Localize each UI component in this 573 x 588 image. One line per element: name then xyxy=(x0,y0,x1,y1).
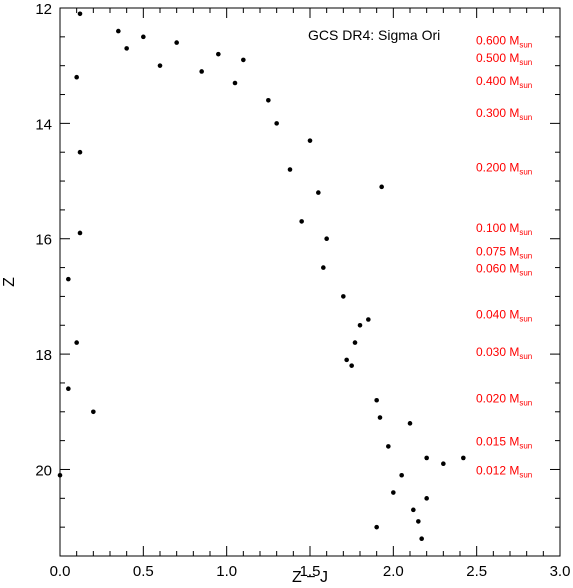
data-point xyxy=(77,149,83,155)
data-point xyxy=(357,322,363,328)
mass-label: 0.015 Msun xyxy=(476,435,532,451)
y-tick-label: 12 xyxy=(35,1,52,18)
data-point xyxy=(341,294,346,299)
data-point xyxy=(349,363,354,368)
mass-label: 0.500 Msun xyxy=(476,51,532,67)
data-point xyxy=(77,230,83,236)
data-point xyxy=(91,409,96,415)
data-point xyxy=(416,519,421,524)
data-point xyxy=(241,57,246,63)
data-point xyxy=(352,340,358,345)
data-point xyxy=(299,219,304,224)
data-point xyxy=(411,507,416,513)
mass-label-subscript: sun xyxy=(519,251,532,260)
mass-label: 0.400 Msun xyxy=(476,74,532,90)
data-point xyxy=(441,461,446,467)
x-tick-label: 1.5 xyxy=(300,563,321,580)
data-point xyxy=(424,455,429,461)
data-point xyxy=(344,357,349,363)
mass-label-subscript: sun xyxy=(519,442,532,451)
data-point xyxy=(266,97,271,103)
data-point xyxy=(374,397,379,403)
y-tick-label: 18 xyxy=(35,347,52,364)
mass-label-subscript: sun xyxy=(519,315,532,324)
data-point xyxy=(174,40,179,45)
data-point xyxy=(419,536,424,541)
x-tick-label: 3.0 xyxy=(550,563,571,580)
mass-label: 0.300 Msun xyxy=(476,106,532,122)
data-point xyxy=(116,28,121,34)
mass-label: 0.600 Msun xyxy=(476,34,532,50)
x-axis-label: Z − J xyxy=(292,569,328,586)
mass-label-subscript: sun xyxy=(519,398,532,407)
mass-label-subscript: sun xyxy=(519,228,532,237)
data-point xyxy=(386,444,391,449)
data-point xyxy=(379,184,384,190)
mass-label-subscript: sun xyxy=(519,352,532,361)
data-point xyxy=(74,74,79,80)
mass-label-subscript: sun xyxy=(519,113,532,122)
data-point xyxy=(274,121,279,126)
data-point xyxy=(141,34,146,40)
y-tick-label: 16 xyxy=(35,232,52,249)
data-point xyxy=(77,11,83,17)
mass-label: 0.030 Msun xyxy=(476,345,532,361)
data-point xyxy=(374,524,379,530)
data-point xyxy=(407,421,413,426)
x-tick-label: 2.0 xyxy=(383,563,404,580)
mass-label: 0.075 Msun xyxy=(476,244,532,260)
data-point xyxy=(377,415,383,420)
data-points xyxy=(57,11,466,541)
mass-label: 0.040 Msun xyxy=(476,308,532,324)
mass-label: 0.012 Msun xyxy=(476,463,532,479)
data-point xyxy=(366,317,371,322)
y-axis-label: Z xyxy=(1,277,18,287)
mass-label: 0.200 Msun xyxy=(476,161,532,177)
mass-label-subscript: sun xyxy=(519,168,532,177)
mass-label-subscript: sun xyxy=(519,58,532,67)
x-tick-label: 1.0 xyxy=(216,563,237,580)
data-point xyxy=(232,80,238,86)
data-point xyxy=(424,496,429,501)
x-tick-label: 0.5 xyxy=(133,563,154,580)
data-point xyxy=(216,51,221,57)
x-tick-label: 0.0 xyxy=(50,563,71,580)
y-tick-label: 14 xyxy=(35,116,52,133)
data-point xyxy=(391,490,396,495)
data-point xyxy=(124,46,129,51)
data-point xyxy=(66,386,71,392)
mass-label-subscript: sun xyxy=(519,470,532,479)
data-point xyxy=(324,236,329,242)
y-axis: 12 14 16 18 20 xyxy=(35,1,560,557)
x-tick-label: 2.5 xyxy=(466,563,487,580)
mass-label-subscript: sun xyxy=(519,269,532,278)
mass-label-subscript: sun xyxy=(519,41,532,50)
data-point xyxy=(399,472,404,478)
mass-label-subscript: sun xyxy=(519,81,532,90)
chart-title: GCS DR4: Sigma Ori xyxy=(308,27,440,43)
y-tick-label: 20 xyxy=(35,462,52,479)
data-point xyxy=(74,340,79,345)
mass-label: 0.100 Msun xyxy=(476,221,532,237)
mass-label: 0.020 Msun xyxy=(476,391,532,407)
data-point xyxy=(461,455,466,461)
data-point xyxy=(316,190,321,195)
data-point xyxy=(307,138,313,143)
data-point xyxy=(66,276,71,282)
data-point xyxy=(199,69,204,74)
data-point xyxy=(287,167,293,172)
data-point xyxy=(157,63,163,68)
data-point xyxy=(321,265,326,270)
mass-label: 0.060 Msun xyxy=(476,262,532,278)
x-axis: 0.0 0.5 1.0 1.5 2.0 2.5 3.0 xyxy=(50,8,571,580)
